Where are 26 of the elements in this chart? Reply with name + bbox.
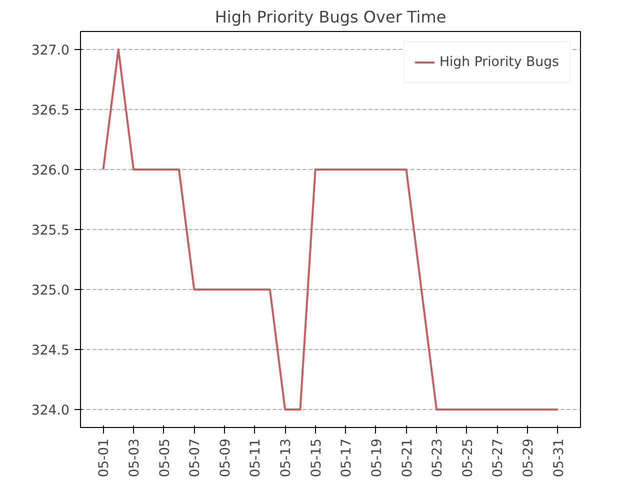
x-tick-label: 05-17 (340, 438, 355, 478)
x-tick-label: 05-01 (97, 438, 112, 478)
y-tick-label: 326.5 (31, 104, 70, 118)
x-tick-label: 05-11 (248, 438, 264, 478)
x-tick-label: 05-25 (460, 438, 476, 478)
x-tick-label: 05-21 (400, 438, 416, 478)
x-tick-label: 05-23 (430, 438, 446, 478)
y-tick-label: 326.0 (31, 164, 70, 178)
x-tick-label: 05-03 (128, 438, 143, 478)
legend-label: High Priority Bugs (439, 54, 559, 70)
y-tick-label: 324.0 (31, 404, 70, 418)
x-tick-label: 05-19 (370, 438, 385, 478)
line-series (102, 48, 559, 410)
x-tick-label: 05-07 (188, 438, 204, 478)
x-tick-label: 05-31 (552, 438, 567, 478)
y-tick-label: 325.5 (31, 224, 70, 238)
x-tick-label: 05-05 (158, 438, 173, 478)
x-tick-label: 05-09 (218, 438, 234, 478)
y-tick-label: 325.0 (31, 284, 70, 298)
x-tick-label: 05-27 (491, 438, 506, 478)
x-tick-label: 05-29 (521, 438, 536, 478)
y-tick-label: 327.0 (31, 44, 70, 58)
chart-title: High Priority Bugs Over Time (214, 8, 446, 26)
x-tick-label: 05-13 (279, 438, 294, 478)
y-tick-label: 324.5 (31, 344, 70, 358)
x-tick-label: 05-15 (309, 438, 324, 478)
